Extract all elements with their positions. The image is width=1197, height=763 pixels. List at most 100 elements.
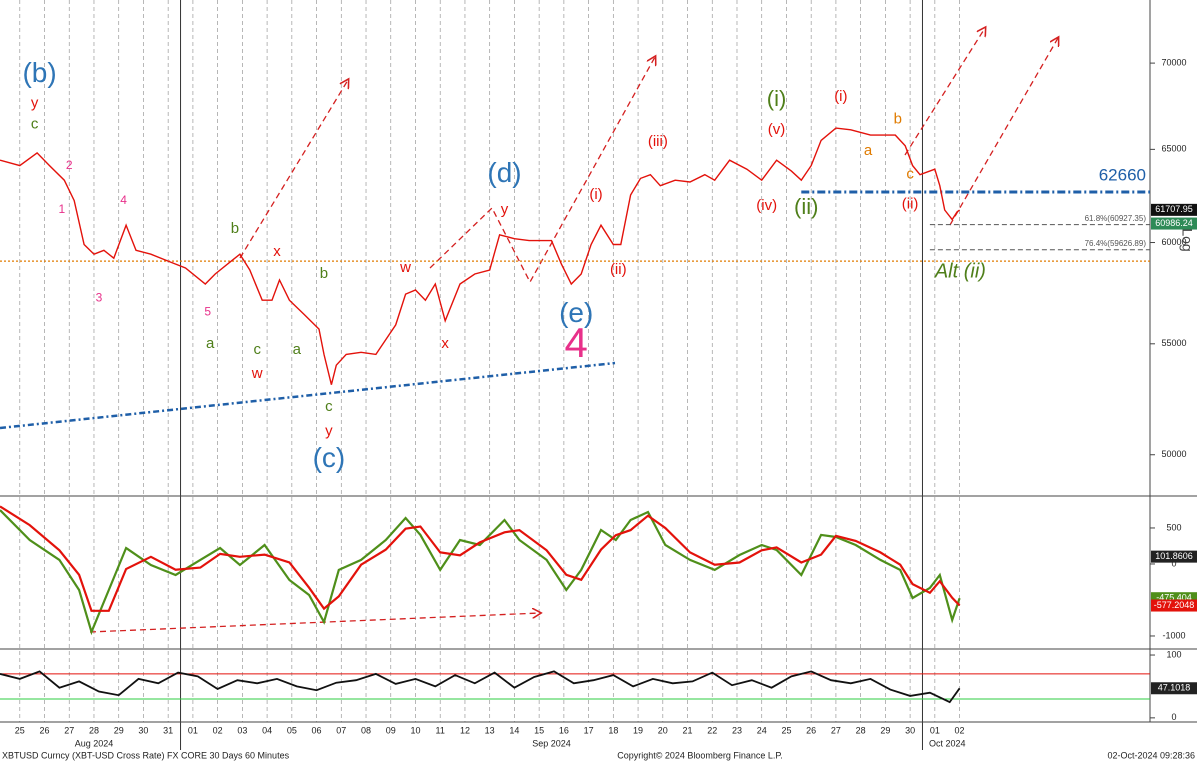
arrow (429, 57, 655, 284)
wave-label: 4 (120, 193, 127, 207)
x-tick-label: 15 (534, 725, 544, 735)
wave-label: (ii) (610, 261, 627, 278)
wave-label: x (273, 243, 281, 260)
x-tick-label: 31 (163, 725, 173, 735)
x-tick-label: 09 (386, 725, 396, 735)
arrow (239, 80, 348, 259)
last-value-label: 47.1018 (1158, 683, 1191, 693)
x-tick-label: 16 (559, 725, 569, 735)
last-value-box (1151, 682, 1197, 695)
x-group-label: Aug 2024 (75, 738, 114, 748)
x-tick-label: 03 (237, 725, 247, 735)
x-tick-label: 22 (707, 725, 717, 735)
x-tick-label: 12 (460, 725, 470, 735)
x-tick-label: 27 (831, 725, 841, 735)
x-tick-label: 25 (781, 725, 791, 735)
arrow (949, 38, 1058, 226)
arrow (89, 613, 540, 633)
x-tick-label: 24 (757, 725, 767, 735)
wave-label: (i) (589, 186, 602, 203)
wave-label: Alt (ii) (934, 260, 986, 282)
y-tick-label: 100 (1166, 649, 1181, 659)
x-tick-label: 02 (955, 725, 965, 735)
wave-label: (c) (313, 442, 346, 473)
last-value-box (1151, 550, 1197, 563)
wave-label: 3 (96, 290, 103, 304)
x-tick-label: 29 (114, 725, 124, 735)
y-tick-label: 0 (1171, 558, 1176, 568)
x-tick-label: 26 (40, 725, 50, 735)
wave-label: (iii) (648, 133, 668, 150)
series-line (0, 509, 961, 636)
wave-label: (d) (487, 157, 521, 188)
wave-label: b (894, 110, 902, 127)
wave-label: 4 (565, 319, 588, 366)
wave-label: a (206, 335, 215, 352)
level-label: 61.8%(60927.35) (1085, 214, 1147, 223)
x-tick-label: 28 (856, 725, 866, 735)
y-tick-label: 65000 (1161, 144, 1186, 154)
x-tick-label: 01 (188, 725, 198, 735)
last-value-label: -475.404 (1156, 593, 1192, 603)
last-value-box (1151, 203, 1197, 216)
wave-label: y (501, 201, 509, 218)
x-group-label: Sep 2024 (532, 738, 571, 748)
last-value-box (1151, 599, 1197, 612)
wave-label: c (31, 116, 39, 133)
y-tick-label: 55000 (1161, 338, 1186, 348)
wave-label: (i) (834, 88, 847, 105)
footer-timestamp: 02-Oct-2024 09:28:36 (1107, 750, 1195, 760)
wave-label: 2 (66, 158, 73, 172)
wave-label: y (31, 95, 39, 112)
y-tick-label: 500 (1166, 522, 1181, 532)
x-tick-label: 06 (312, 725, 322, 735)
x-tick-label: 26 (806, 725, 816, 735)
x-tick-label: 23 (732, 725, 742, 735)
x-tick-label: 10 (410, 725, 420, 735)
x-tick-label: 01 (930, 725, 940, 735)
x-tick-label: 14 (509, 725, 519, 735)
x-tick-label: 30 (905, 725, 915, 735)
y-tick-label: 60000 (1161, 237, 1186, 247)
wave-label: 5 (204, 305, 211, 319)
y-tick-label: 50000 (1161, 449, 1186, 459)
wave-label: c (253, 341, 261, 358)
wave-label: c (325, 398, 333, 415)
grid-layer (19, 0, 1155, 750)
footer-copyright: Copyright© 2024 Bloomberg Finance L.P. (617, 750, 783, 760)
wave-label: a (864, 142, 873, 159)
wave-label: b (231, 220, 239, 237)
wave-label: w (399, 259, 411, 276)
last-value-label: 60986.24 (1155, 218, 1193, 228)
x-tick-label: 27 (64, 725, 74, 735)
x-tick-label: 21 (683, 725, 693, 735)
wave-label: (b) (22, 57, 56, 88)
x-tick-label: 30 (138, 725, 148, 735)
wave-label: w (251, 365, 263, 382)
last-value-box (1151, 217, 1197, 230)
last-value-label: 61707.95 (1155, 204, 1193, 214)
wave-label: a (293, 341, 302, 358)
x-tick-label: 04 (262, 725, 272, 735)
x-group-label: Oct 2024 (929, 738, 966, 748)
trend-line (0, 361, 616, 430)
series-line (0, 670, 961, 704)
axis-scale-label: Log (1179, 228, 1195, 251)
arrow (904, 28, 985, 156)
wave-label: (i) (767, 86, 787, 111)
x-tick-label: 17 (584, 725, 594, 735)
x-tick-label: 02 (213, 725, 223, 735)
wave-label: (ii) (794, 194, 818, 219)
last-value-label: -577.2048 (1154, 600, 1195, 610)
level-label: 62660 (1099, 166, 1146, 185)
footer-security: XBTUSD Curncy (XBT-USD Cross Rate) FX CO… (2, 750, 290, 760)
wave-label: (ii) (902, 195, 919, 212)
y-tick-label: 0 (1171, 712, 1176, 722)
last-value-label: 101.8606 (1155, 551, 1193, 561)
wave-label: y (325, 423, 333, 440)
x-tick-label: 28 (89, 725, 99, 735)
